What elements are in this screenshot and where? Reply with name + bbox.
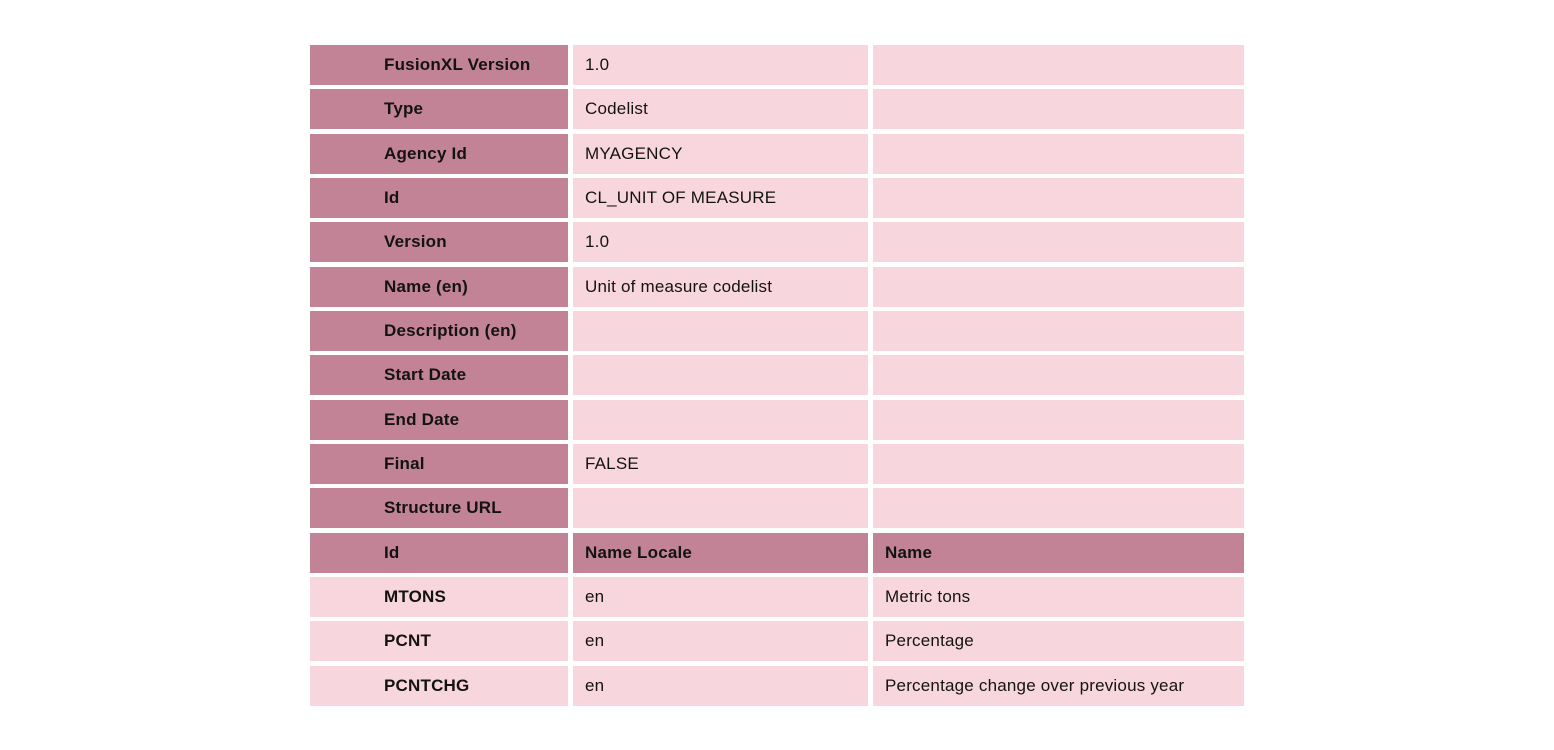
property-extra-cell [873,133,1244,174]
codes-header-id-cell: Id [310,532,568,573]
code-id-cell: PCNTCHG [310,665,568,706]
code-locale-cell: en [573,621,868,662]
property-label-cell: End Date [310,399,568,440]
property-value-cell: 1.0 [573,222,868,263]
property-extra-cell [873,177,1244,218]
property-value-cell: MYAGENCY [573,133,868,174]
property-value-cell: Codelist [573,89,868,130]
property-value-cell [573,488,868,529]
property-label-cell: Id [310,177,568,218]
property-value-cell: CL_UNIT OF MEASURE [573,177,868,218]
codes-header-name-cell: Name [873,532,1244,573]
property-extra-cell [873,89,1244,130]
property-label-cell: Start Date [310,355,568,396]
code-locale-cell: en [573,665,868,706]
code-name-cell: Percentage [873,621,1244,662]
code-id-cell: MTONS [310,576,568,617]
code-locale-cell: en [573,576,868,617]
code-name-cell: Metric tons [873,576,1244,617]
property-label-cell: Agency Id [310,133,568,174]
property-extra-cell [873,443,1244,484]
property-extra-cell [873,45,1244,85]
property-label-cell: Type [310,89,568,130]
codelist-metadata-table: FusionXL Version 1.0 Type Codelist Agenc… [310,45,1244,706]
property-label-cell: Structure URL [310,488,568,529]
property-label-cell: Version [310,222,568,263]
property-extra-cell [873,222,1244,263]
property-extra-cell [873,310,1244,351]
property-extra-cell [873,355,1244,396]
code-name-cell: Percentage change over previous year [873,665,1244,706]
property-label-cell: Final [310,443,568,484]
property-value-cell [573,355,868,396]
property-label-cell: FusionXL Version [310,45,568,85]
codes-header-locale-cell: Name Locale [573,532,868,573]
property-extra-cell [873,266,1244,307]
property-value-cell: 1.0 [573,45,868,85]
property-extra-cell [873,488,1244,529]
property-label-cell: Name (en) [310,266,568,307]
property-label-cell: Description (en) [310,310,568,351]
property-value-cell: Unit of measure codelist [573,266,868,307]
property-value-cell [573,310,868,351]
property-extra-cell [873,399,1244,440]
code-id-cell: PCNT [310,621,568,662]
property-value-cell [573,399,868,440]
property-value-cell: FALSE [573,443,868,484]
